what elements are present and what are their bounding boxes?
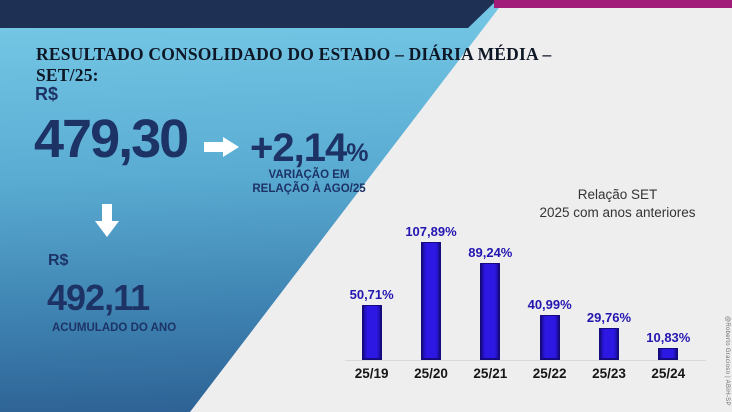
bar-value-label: 50,71% — [349, 287, 394, 302]
variation-percent-number: +2,14 — [250, 126, 347, 170]
accumulated-value: 492,11 — [47, 277, 150, 318]
bar — [539, 315, 560, 360]
bar — [658, 348, 679, 360]
bar-value-label: 29,76% — [586, 310, 632, 325]
bar-category-label: 25/20 — [414, 366, 448, 381]
bar-category-label: 25/24 — [651, 366, 686, 381]
chart-title-line1: Relação SET — [577, 187, 658, 202]
bar-group: 29,76% — [579, 310, 638, 360]
bar-group: 50,71% — [342, 287, 401, 360]
bar-category-label: 25/19 — [354, 366, 389, 381]
bar — [598, 328, 619, 360]
bar-category-label: 25/23 — [592, 366, 626, 381]
bar — [361, 305, 382, 360]
chart-title: Relação SET 2025 com anos anteriores — [500, 186, 732, 221]
variation-percent: +2,14% — [250, 128, 368, 168]
bar — [480, 263, 501, 360]
bar-group: 107,89% — [401, 224, 460, 360]
bar-category-label: 25/22 — [532, 366, 567, 381]
current-daily-average-value: 479,30 — [34, 109, 189, 169]
bar-group: 10,83% — [639, 330, 698, 360]
bar-value-label: 10,83% — [646, 330, 691, 345]
bar-group: 40,99% — [520, 297, 579, 360]
currency-label-current: R$ — [35, 84, 59, 104]
bar-value-label: 89,24% — [468, 245, 513, 260]
bar-group: 89,24% — [461, 245, 520, 360]
variation-caption: VARIAÇÃO EM RELAÇÃO À AGO/25 — [239, 169, 379, 196]
bar-value-label: 40,99% — [527, 297, 572, 312]
bar-chart-categories: 25/19 25/20 25/21 25/22 25/23 25/24 — [342, 366, 698, 381]
chart-baseline — [345, 360, 706, 361]
slide-title: RESULTADO CONSOLIDADO DO ESTADO – DIÁRIA… — [36, 44, 552, 85]
bar-chart: 50,71% 107,89% 89,24% 40,99% 29,76% 10,83% — [342, 220, 698, 360]
bar — [420, 242, 441, 360]
bar-category-label: 25/21 — [473, 366, 508, 381]
bar-value-label: 107,89% — [405, 224, 457, 239]
top-navy-bar — [0, 0, 497, 28]
variation-caption-line1: VARIAÇÃO EM — [268, 169, 350, 181]
currency-label-accumulated: R$ — [48, 252, 69, 269]
accumulated-caption: ACUMULADO DO ANO — [52, 322, 177, 334]
magenta-accent-strip — [494, 0, 732, 8]
right-arrow-icon — [204, 137, 239, 157]
chart-title-line2: 2025 com anos anteriores — [539, 204, 696, 220]
down-arrow-icon — [95, 204, 119, 237]
author-credit: @Roberto Gracioso | ABIH-SP — [724, 316, 730, 406]
percent-sign: % — [346, 139, 369, 167]
variation-caption-line2: RELAÇÃO À AGO/25 — [252, 182, 366, 195]
